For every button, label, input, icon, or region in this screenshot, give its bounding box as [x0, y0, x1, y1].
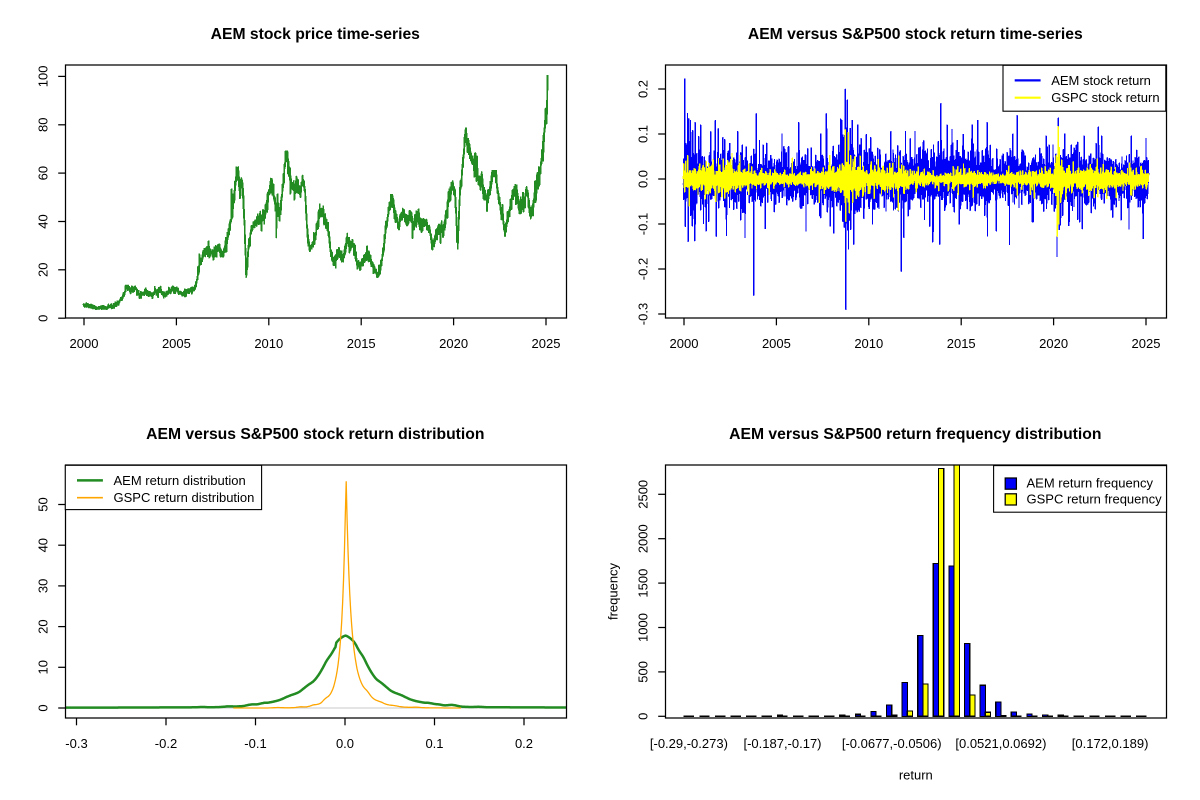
svg-text:2000: 2000 — [636, 524, 651, 553]
svg-text:2015: 2015 — [947, 336, 976, 351]
svg-text:return: return — [899, 768, 933, 783]
svg-text:2500: 2500 — [636, 480, 651, 509]
svg-text:-0.2: -0.2 — [155, 736, 177, 751]
svg-text:GSPC stock return: GSPC stock return — [1051, 90, 1159, 105]
svg-text:2005: 2005 — [162, 336, 191, 351]
svg-text:2020: 2020 — [1039, 336, 1068, 351]
svg-text:AEM versus S&P500 stock return: AEM versus S&P500 stock return distribut… — [146, 426, 484, 443]
svg-text:AEM stock price time-series: AEM stock price time-series — [211, 26, 421, 43]
svg-text:AEM versus S&P500 return frequ: AEM versus S&P500 return frequency distr… — [729, 426, 1101, 443]
svg-text:-0.3: -0.3 — [65, 736, 87, 751]
svg-text:2005: 2005 — [762, 336, 791, 351]
svg-text:2000: 2000 — [70, 336, 99, 351]
svg-text:AEM return frequency: AEM return frequency — [1027, 475, 1154, 490]
svg-text:0.0: 0.0 — [336, 736, 354, 751]
svg-text:AEM return distribution: AEM return distribution — [114, 473, 246, 488]
svg-text:[0.0521,0.0692): [0.0521,0.0692) — [955, 736, 1046, 751]
svg-text:0.2: 0.2 — [636, 80, 651, 98]
svg-text:AEM versus S&P500 stock return: AEM versus S&P500 stock return time-seri… — [748, 26, 1083, 43]
svg-text:30: 30 — [36, 579, 51, 593]
svg-text:100: 100 — [36, 66, 51, 88]
svg-text:[-0.29,-0.273): [-0.29,-0.273) — [650, 736, 728, 751]
svg-text:500: 500 — [636, 661, 651, 683]
svg-text:2015: 2015 — [347, 336, 376, 351]
svg-text:20: 20 — [36, 263, 51, 277]
svg-text:GSPC return frequency: GSPC return frequency — [1027, 492, 1163, 507]
svg-text:-0.1: -0.1 — [636, 213, 651, 235]
svg-text:AEM stock return: AEM stock return — [1051, 73, 1151, 88]
svg-text:2025: 2025 — [1132, 336, 1161, 351]
svg-text:0.1: 0.1 — [636, 125, 651, 143]
svg-text:0: 0 — [36, 704, 51, 711]
svg-text:40: 40 — [36, 214, 51, 228]
svg-text:60: 60 — [36, 166, 51, 180]
svg-text:2010: 2010 — [854, 336, 883, 351]
svg-text:20: 20 — [36, 619, 51, 633]
svg-text:GSPC return distribution: GSPC return distribution — [114, 490, 255, 505]
svg-text:0: 0 — [636, 713, 651, 720]
svg-text:-0.1: -0.1 — [244, 736, 266, 751]
svg-text:0.1: 0.1 — [425, 736, 443, 751]
svg-text:frequency: frequency — [606, 562, 621, 620]
svg-text:1500: 1500 — [636, 569, 651, 598]
svg-text:1000: 1000 — [636, 613, 651, 642]
svg-text:[0.172,0.189): [0.172,0.189) — [1072, 736, 1149, 751]
svg-text:80: 80 — [36, 118, 51, 132]
svg-text:0: 0 — [36, 315, 51, 322]
svg-text:0.2: 0.2 — [515, 736, 533, 751]
svg-text:-0.2: -0.2 — [636, 258, 651, 280]
svg-text:10: 10 — [36, 660, 51, 674]
svg-text:2000: 2000 — [670, 336, 699, 351]
svg-text:[-0.187,-0.17): [-0.187,-0.17) — [743, 736, 821, 751]
svg-text:2020: 2020 — [439, 336, 468, 351]
svg-text:-0.3: -0.3 — [636, 303, 651, 325]
svg-text:[-0.0677,-0.0506): [-0.0677,-0.0506) — [842, 736, 942, 751]
svg-text:2025: 2025 — [532, 336, 561, 351]
svg-text:2010: 2010 — [254, 336, 283, 351]
svg-text:0.0: 0.0 — [636, 170, 651, 188]
svg-text:40: 40 — [36, 538, 51, 552]
svg-text:50: 50 — [36, 497, 51, 511]
